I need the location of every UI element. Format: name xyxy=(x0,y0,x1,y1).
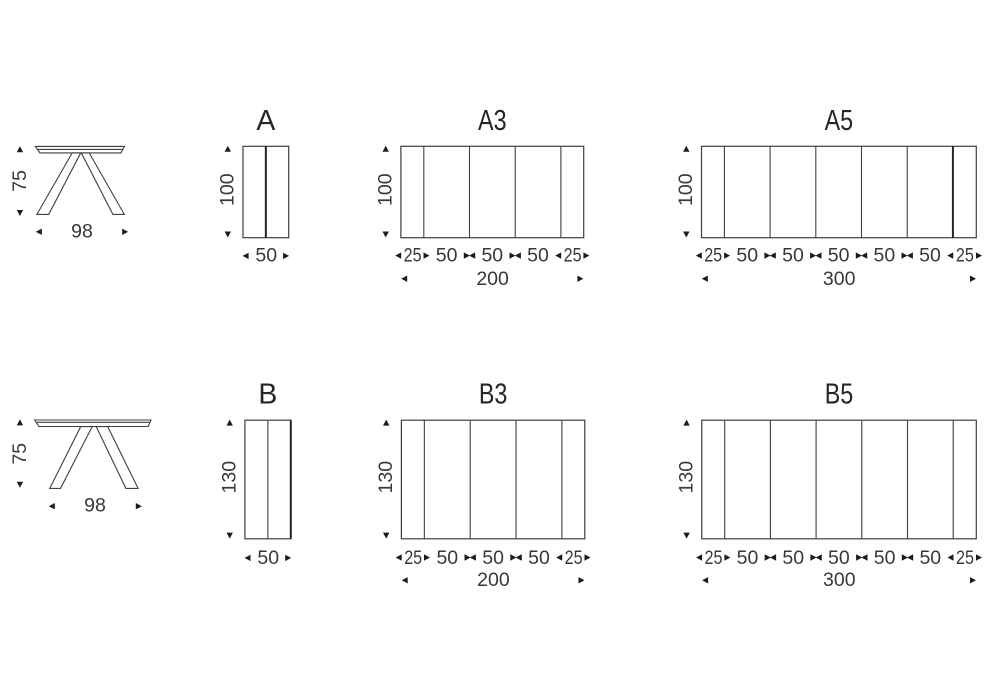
svg-text:50: 50 xyxy=(828,547,850,569)
svg-text:25: 25 xyxy=(564,245,582,267)
svg-text:A3: A3 xyxy=(478,105,507,137)
svg-text:50: 50 xyxy=(436,245,458,267)
svg-text:50: 50 xyxy=(736,245,758,267)
svg-text:25: 25 xyxy=(404,547,422,569)
svg-text:75: 75 xyxy=(9,443,31,465)
svg-text:B3: B3 xyxy=(479,378,508,410)
svg-text:50: 50 xyxy=(436,547,458,569)
svg-text:25: 25 xyxy=(956,245,974,267)
svg-text:50: 50 xyxy=(828,245,850,267)
svg-text:25: 25 xyxy=(705,547,723,569)
svg-text:50: 50 xyxy=(482,547,504,569)
svg-text:300: 300 xyxy=(823,268,856,290)
svg-text:B5: B5 xyxy=(825,378,854,410)
svg-text:75: 75 xyxy=(9,170,31,192)
svg-text:B: B xyxy=(258,378,277,410)
svg-text:25: 25 xyxy=(565,547,583,569)
svg-text:50: 50 xyxy=(919,245,941,267)
svg-text:25: 25 xyxy=(956,547,974,569)
svg-text:25: 25 xyxy=(704,245,722,267)
svg-text:50: 50 xyxy=(782,547,804,569)
svg-text:50: 50 xyxy=(255,245,277,267)
svg-text:A5: A5 xyxy=(825,105,854,137)
svg-text:50: 50 xyxy=(919,547,941,569)
svg-text:50: 50 xyxy=(737,547,759,569)
svg-text:100: 100 xyxy=(217,173,239,206)
svg-text:50: 50 xyxy=(874,245,896,267)
svg-text:200: 200 xyxy=(477,569,510,591)
svg-text:100: 100 xyxy=(374,173,396,206)
svg-text:130: 130 xyxy=(675,461,697,494)
svg-text:130: 130 xyxy=(218,461,240,494)
svg-text:100: 100 xyxy=(675,173,697,206)
svg-text:50: 50 xyxy=(527,245,549,267)
svg-text:130: 130 xyxy=(375,461,397,494)
svg-text:A: A xyxy=(256,105,275,137)
svg-text:98: 98 xyxy=(84,494,106,516)
svg-text:300: 300 xyxy=(823,569,856,591)
svg-text:200: 200 xyxy=(476,268,509,290)
svg-text:25: 25 xyxy=(404,245,422,267)
svg-text:50: 50 xyxy=(481,245,503,267)
svg-text:50: 50 xyxy=(257,547,279,569)
svg-text:50: 50 xyxy=(782,245,804,267)
svg-text:50: 50 xyxy=(528,547,550,569)
svg-text:50: 50 xyxy=(874,547,896,569)
svg-text:98: 98 xyxy=(71,220,93,242)
